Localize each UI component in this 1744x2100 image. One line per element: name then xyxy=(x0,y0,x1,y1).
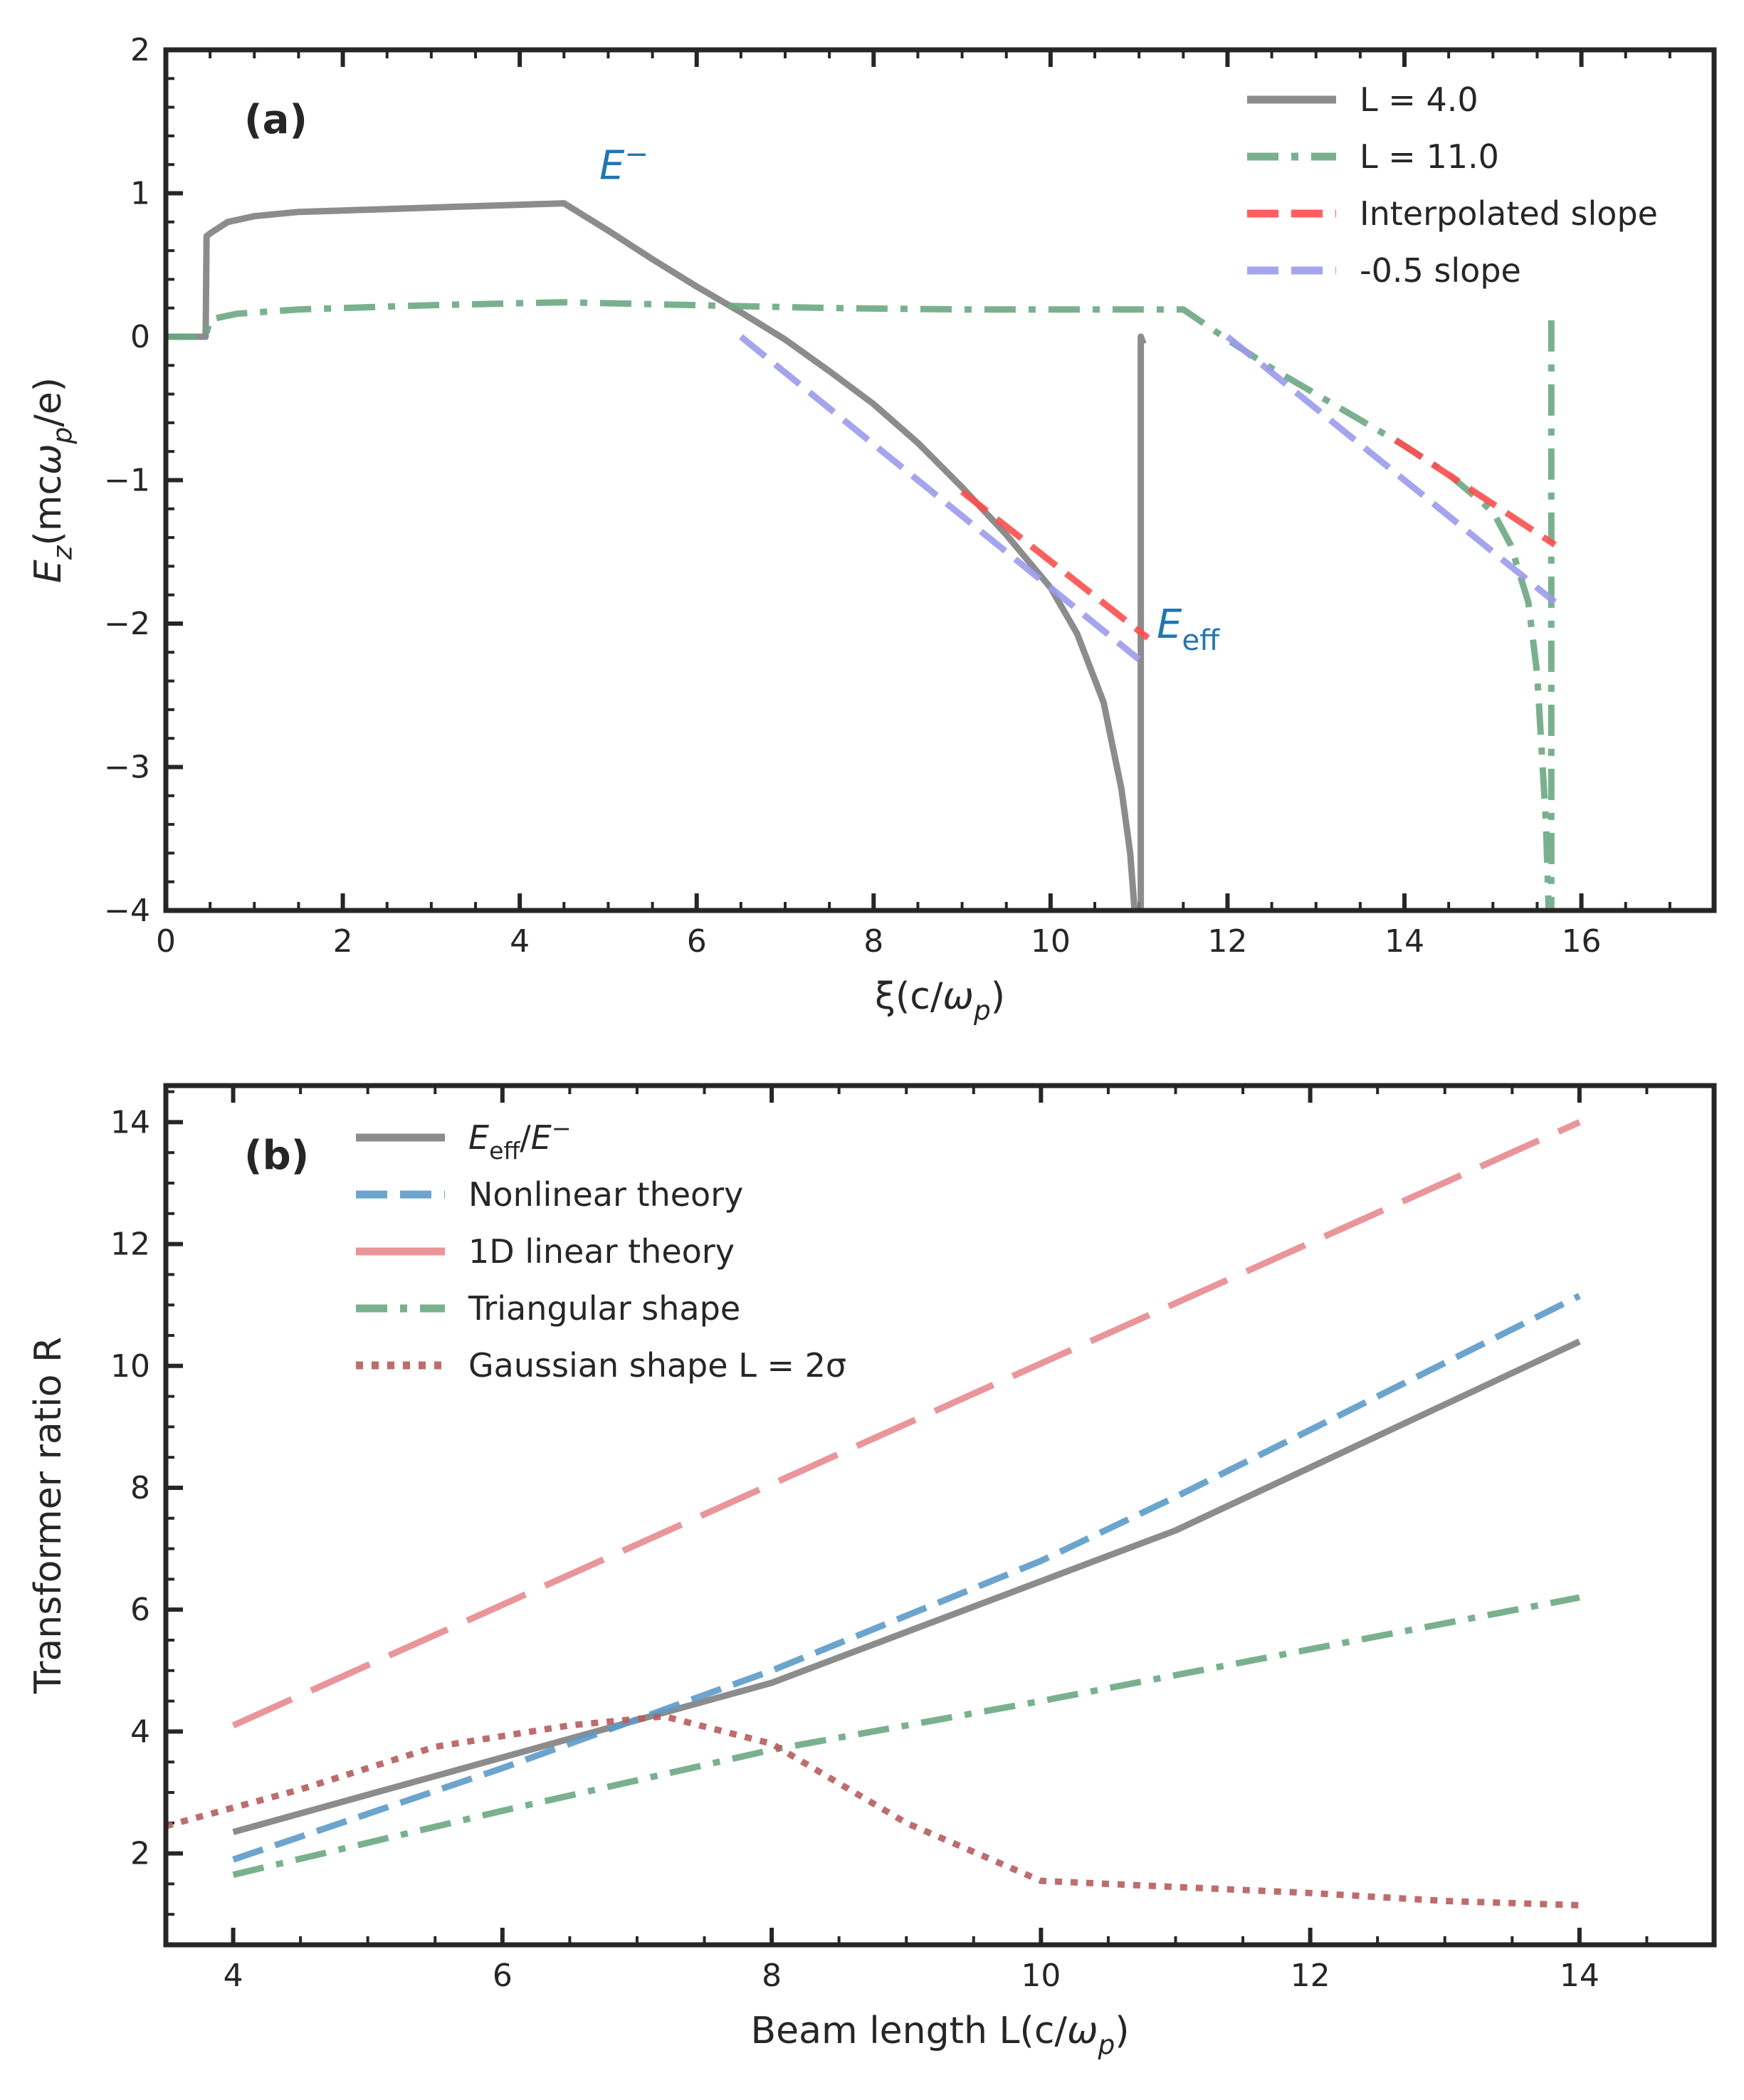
legend-label: Triangular shape xyxy=(468,1289,740,1328)
x-tick-label: 12 xyxy=(1291,1958,1330,1994)
axis-ticks xyxy=(164,1086,1716,1946)
plot-area xyxy=(166,1119,1581,1909)
series-line-interpolated-slope xyxy=(1394,437,1557,547)
annotation-label: E− xyxy=(599,137,648,189)
x-tick-label: 2 xyxy=(333,923,353,960)
y-tick-label: 2 xyxy=(130,1836,150,1872)
y-tick-label: 4 xyxy=(130,1713,150,1750)
series-line-1d-linear-theory xyxy=(231,1119,1581,1728)
panel-label: (b) xyxy=(244,1133,309,1179)
series-line-triangular-shape xyxy=(232,1594,1580,1878)
panel-label: (a) xyxy=(244,97,308,143)
legend: Eeff/E− Nonlinear theory 1D linear theory T… xyxy=(356,1115,846,1385)
series-line-interpolated-slope xyxy=(960,489,1150,641)
series-line-l-4-0 xyxy=(166,200,1147,910)
legend-label: Gaussian shape L = 2σ xyxy=(468,1346,846,1385)
series-line-l-11-0 xyxy=(166,299,1555,910)
x-axis-label: Beam length L(c/ωp) xyxy=(750,2010,1129,2061)
legend-label: Interpolated slope xyxy=(1360,194,1658,233)
series-line--0-5-slope xyxy=(1225,334,1557,605)
y-tick-label: 6 xyxy=(130,1592,150,1628)
x-tick-label: 14 xyxy=(1385,923,1424,960)
y-tick-label: −4 xyxy=(104,893,150,929)
y-axis-label: Transformer ratio R xyxy=(27,1337,70,1694)
plot-area xyxy=(166,200,1557,910)
x-tick-label: 8 xyxy=(863,923,883,960)
panel-b: 4 6 8 10 12 14 2 4 6 8 10 12 14 (b) Beam length L(c/ωp… xyxy=(27,1083,1717,2061)
legend-label: L = 11.0 xyxy=(1360,137,1499,176)
y-tick-label: 8 xyxy=(130,1470,150,1506)
y-tick-label: 1 xyxy=(130,176,150,212)
x-tick-label: 4 xyxy=(224,1958,243,1994)
axes-frame xyxy=(163,47,1717,913)
y-tick-label: 2 xyxy=(130,32,150,68)
x-tick-label: 10 xyxy=(1031,923,1071,960)
y-tick-label: 0 xyxy=(130,319,150,355)
y-tick-label: 12 xyxy=(110,1227,150,1263)
x-tick-label: 4 xyxy=(510,923,530,960)
series-line-gaussian-shape-l-2- xyxy=(166,1713,1580,1909)
y-tick-label: −1 xyxy=(104,463,150,499)
axis-ticks xyxy=(164,48,1716,913)
x-tick-label: 14 xyxy=(1560,1958,1599,1994)
y-tick-label: 10 xyxy=(110,1348,150,1385)
axes-frame xyxy=(163,1083,1717,1948)
legend-label: Eeff/E− xyxy=(468,1115,572,1165)
annotation-label: Eeff xyxy=(1157,602,1220,657)
legend-label: Nonlinear theory xyxy=(468,1175,743,1214)
x-tick-label: 6 xyxy=(493,1958,513,1994)
x-tick-label: 0 xyxy=(156,923,176,960)
series-line-e-eff-e- xyxy=(232,1338,1581,1835)
legend-label: 1D linear theory xyxy=(468,1232,735,1271)
y-tick-label: −2 xyxy=(104,606,150,642)
series-line-nonlinear-theory xyxy=(232,1293,1581,1863)
x-axis-label: ξ(c/ωp) xyxy=(875,975,1005,1027)
legend: L = 4.0 L = 11.0 Interpolated slope -0.5 sl… xyxy=(1247,80,1658,290)
x-tick-label: 16 xyxy=(1562,923,1602,960)
y-tick-label: 14 xyxy=(110,1104,150,1140)
series-line--0-5-slope xyxy=(739,334,1141,662)
x-tick-label: 8 xyxy=(762,1958,782,1994)
x-tick-label: 6 xyxy=(687,923,707,960)
x-tick-label: 10 xyxy=(1021,1958,1061,1994)
legend-label: L = 4.0 xyxy=(1360,80,1478,119)
x-tick-label: 12 xyxy=(1207,923,1247,960)
y-tick-label: −3 xyxy=(104,750,150,786)
y-axis-label: Ez(mcωp/e) xyxy=(27,377,78,583)
legend-label: -0.5 slope xyxy=(1360,251,1521,290)
panel-a: 0 2 4 6 8 10 12 14 16−4−3−2−1012E−Eeff(a)ξ(c/ωp)… xyxy=(27,32,1717,1027)
